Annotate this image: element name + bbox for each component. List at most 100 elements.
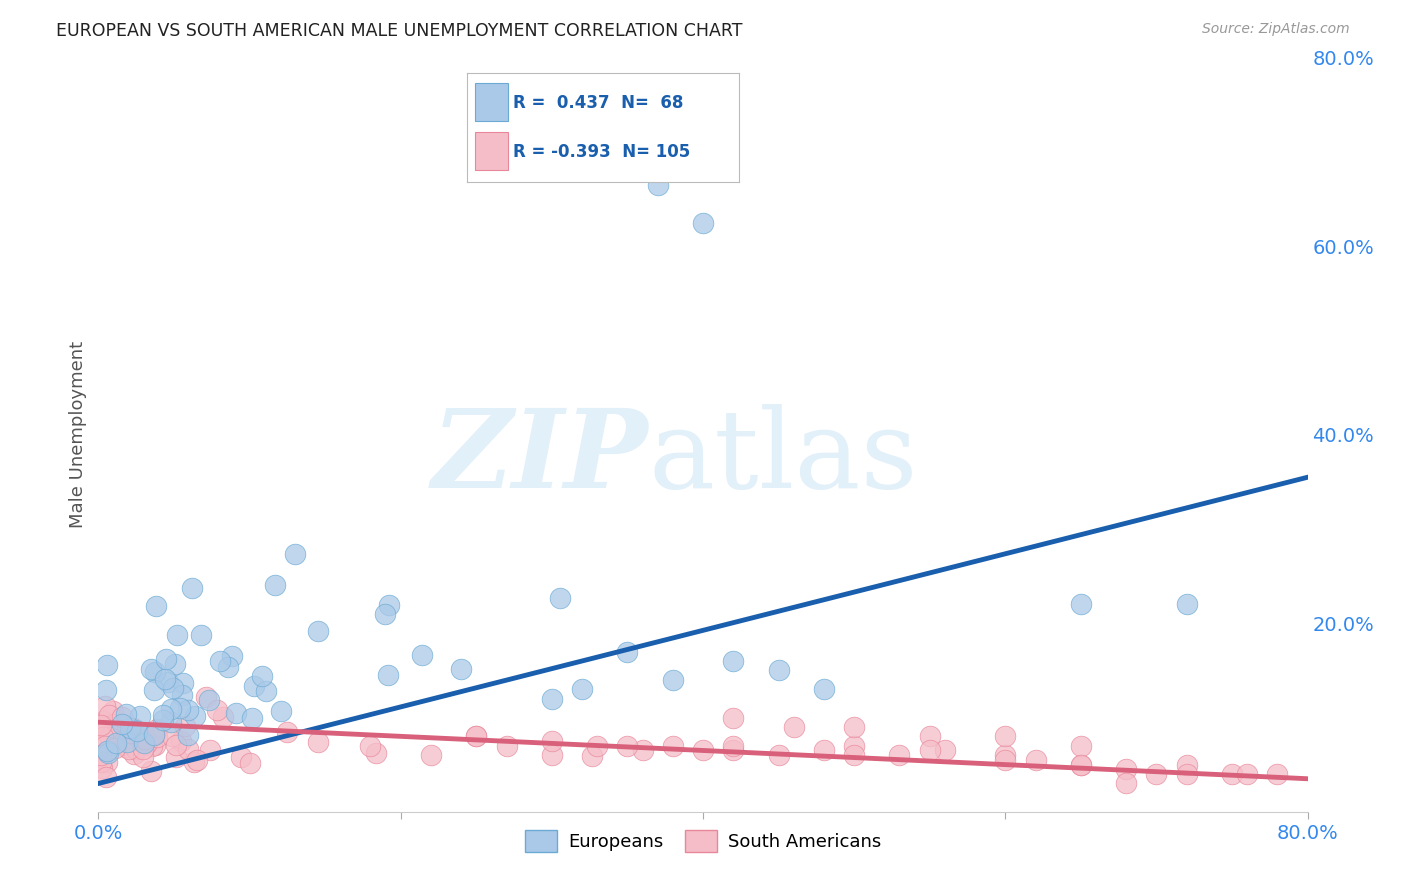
Point bbox=[93, 739, 115, 753]
Point bbox=[165, 739, 187, 753]
Point bbox=[181, 581, 204, 595]
Point bbox=[239, 756, 262, 770]
Point bbox=[90, 755, 112, 769]
Point bbox=[128, 709, 150, 723]
Point bbox=[143, 665, 166, 679]
Point bbox=[231, 749, 253, 764]
Point bbox=[378, 598, 401, 612]
Point bbox=[105, 727, 128, 741]
Point bbox=[153, 673, 176, 687]
Point bbox=[768, 748, 790, 763]
Point bbox=[98, 707, 121, 722]
Point bbox=[117, 735, 139, 749]
Point bbox=[96, 756, 118, 770]
Point bbox=[307, 624, 329, 639]
Point bbox=[183, 755, 205, 769]
Point bbox=[411, 648, 433, 663]
Point bbox=[661, 739, 683, 753]
Point bbox=[132, 750, 155, 764]
Point bbox=[145, 738, 167, 752]
Point bbox=[1236, 767, 1258, 781]
Point bbox=[172, 688, 194, 702]
Text: Source: ZipAtlas.com: Source: ZipAtlas.com bbox=[1202, 22, 1350, 37]
Point bbox=[98, 731, 121, 745]
Point bbox=[127, 730, 149, 744]
Point bbox=[91, 731, 114, 745]
Point bbox=[152, 714, 174, 728]
Point bbox=[243, 679, 266, 693]
Point bbox=[160, 729, 183, 743]
Point bbox=[93, 698, 115, 713]
Point bbox=[186, 753, 208, 767]
Point bbox=[115, 707, 138, 722]
Point bbox=[104, 734, 127, 748]
Point bbox=[661, 673, 683, 687]
Point bbox=[495, 739, 517, 753]
Point bbox=[813, 743, 835, 757]
Point bbox=[118, 741, 141, 756]
Point bbox=[723, 739, 745, 753]
Point bbox=[723, 743, 745, 757]
Point bbox=[121, 723, 143, 738]
Point bbox=[152, 708, 174, 723]
Point bbox=[111, 716, 134, 731]
Point bbox=[162, 681, 184, 696]
Point bbox=[115, 739, 138, 754]
Point bbox=[1070, 739, 1092, 753]
Point bbox=[120, 722, 142, 736]
Point bbox=[195, 690, 218, 704]
Point bbox=[157, 674, 180, 689]
Point bbox=[377, 668, 399, 682]
Point bbox=[96, 744, 118, 758]
Point bbox=[254, 683, 277, 698]
Point bbox=[1175, 598, 1198, 612]
Point bbox=[198, 743, 221, 757]
Point bbox=[364, 747, 387, 761]
Point bbox=[250, 669, 273, 683]
Point bbox=[994, 730, 1017, 744]
Point bbox=[270, 704, 292, 718]
Point bbox=[96, 770, 118, 784]
Point bbox=[96, 723, 118, 737]
Y-axis label: Male Unemployment: Male Unemployment bbox=[69, 342, 87, 528]
Point bbox=[844, 720, 866, 734]
Point bbox=[450, 662, 472, 676]
Point bbox=[145, 730, 167, 744]
Point bbox=[548, 591, 571, 606]
Point bbox=[217, 660, 239, 674]
Point bbox=[616, 644, 638, 658]
Point bbox=[125, 723, 148, 737]
Point bbox=[97, 746, 120, 760]
Point bbox=[122, 722, 145, 736]
Point bbox=[177, 742, 200, 756]
Point bbox=[723, 654, 745, 668]
Point bbox=[284, 547, 307, 561]
Point bbox=[692, 216, 714, 230]
Point bbox=[264, 578, 287, 592]
Point bbox=[631, 743, 654, 757]
Point bbox=[844, 748, 866, 763]
Point bbox=[96, 657, 118, 672]
Point bbox=[165, 750, 187, 764]
Point bbox=[692, 743, 714, 757]
Point bbox=[616, 739, 638, 753]
Point bbox=[160, 714, 183, 729]
Point bbox=[132, 741, 155, 756]
Point bbox=[174, 719, 197, 733]
Point bbox=[276, 725, 298, 739]
Point bbox=[307, 735, 329, 749]
Point bbox=[918, 730, 941, 744]
Point bbox=[225, 706, 247, 720]
Point bbox=[994, 748, 1017, 763]
Point bbox=[163, 657, 186, 671]
Point bbox=[104, 740, 127, 755]
Point bbox=[465, 730, 488, 744]
Point bbox=[540, 734, 562, 748]
Point bbox=[1175, 767, 1198, 781]
Point bbox=[813, 682, 835, 697]
Point bbox=[581, 748, 603, 763]
Point bbox=[1070, 757, 1092, 772]
Point bbox=[177, 728, 200, 742]
Point bbox=[169, 701, 191, 715]
Point bbox=[135, 736, 157, 750]
